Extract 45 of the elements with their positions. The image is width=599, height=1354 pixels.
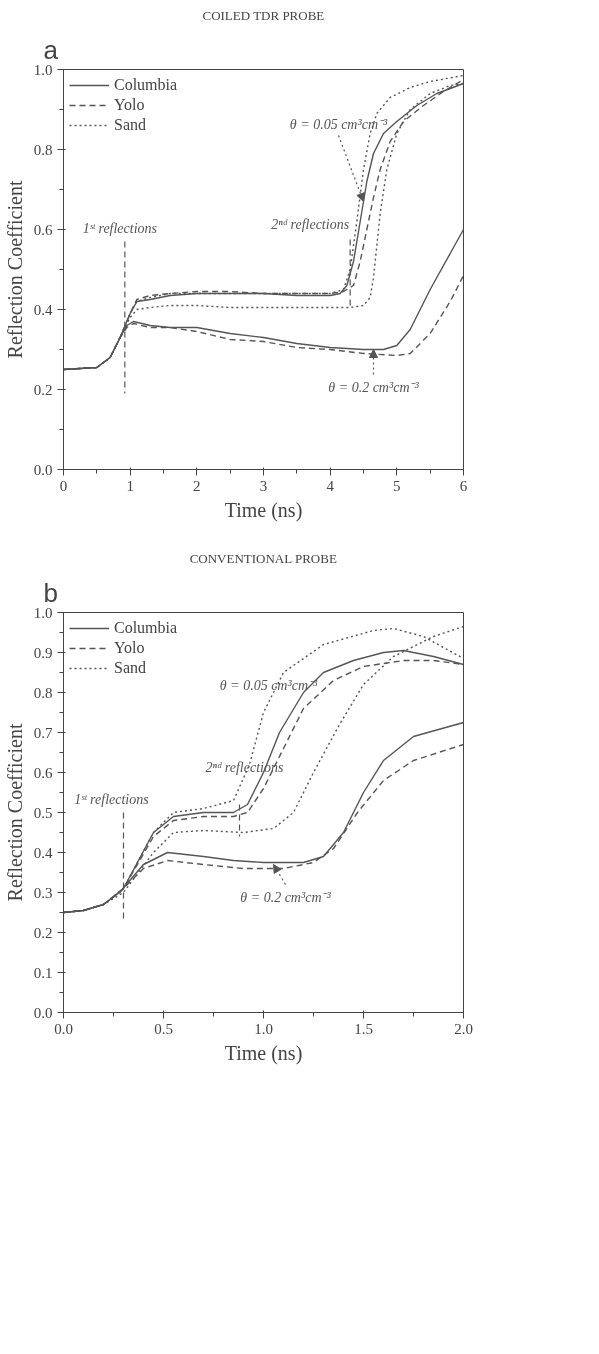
y-tick-label: 0.3: [33, 884, 53, 901]
x-tick-label: 6: [459, 477, 468, 494]
legend-label: Sand: [114, 659, 146, 677]
x-tick-label: 1.0: [254, 1020, 273, 1037]
annotation: θ = 0.05 cm³cm⁻³: [289, 116, 388, 132]
y-tick-label: 0.5: [33, 804, 53, 821]
x-tick-label: 0.5: [154, 1020, 173, 1037]
x-tick-label: 0: [59, 477, 68, 494]
legend-label: Yolo: [114, 96, 145, 114]
chart-title: CONVENTIONAL PROBE: [189, 550, 337, 566]
x-tick-label: 0.0: [54, 1020, 73, 1037]
ref-line-label: 1ˢᵗ reflections: [82, 220, 158, 236]
chart-title: COILED TDR PROBE: [202, 7, 325, 23]
y-axis-title: Reflection Coefficient: [3, 180, 26, 359]
y-tick-label: 0.7: [33, 724, 53, 741]
annotation: θ = 0.2 cm³cm⁻³: [240, 889, 332, 905]
y-tick-label: 0.9: [33, 644, 53, 661]
ref-line-label: 1ˢᵗ reflections: [74, 791, 150, 807]
y-tick-label: 0.8: [33, 141, 53, 158]
legend-label: Yolo: [114, 639, 145, 657]
x-tick-label: 5: [393, 477, 401, 494]
y-tick-label: 0.2: [33, 381, 53, 398]
y-tick-label: 0.6: [33, 764, 53, 781]
x-axis-title: Time (ns): [224, 498, 303, 522]
y-tick-label: 0.1: [33, 964, 53, 981]
x-tick-label: 2.0: [454, 1020, 473, 1037]
x-tick-label: 1: [126, 477, 134, 494]
legend-label: Sand: [114, 116, 146, 134]
x-axis-title: Time (ns): [224, 1041, 303, 1065]
annotation: θ = 0.2 cm³cm⁻³: [328, 379, 420, 395]
x-tick-label: 2: [193, 477, 201, 494]
y-tick-label: 0.0: [33, 461, 53, 478]
y-tick-label: 0.8: [33, 684, 53, 701]
y-tick-label: 0.4: [33, 844, 53, 861]
y-tick-label: 0.6: [33, 221, 53, 238]
y-axis-title: Reflection Coefficient: [3, 723, 26, 902]
y-tick-label: 0.0: [33, 1004, 53, 1021]
x-tick-label: 4: [326, 477, 335, 494]
legend-label: Columbia: [114, 619, 178, 637]
x-tick-label: 3: [259, 477, 268, 494]
ref-line-label: 2ⁿᵈ reflections: [271, 216, 350, 232]
y-tick-label: 0.2: [33, 924, 53, 941]
x-tick-label: 1.5: [354, 1020, 373, 1037]
legend-label: Columbia: [114, 76, 178, 94]
y-tick-label: 0.4: [33, 301, 53, 318]
